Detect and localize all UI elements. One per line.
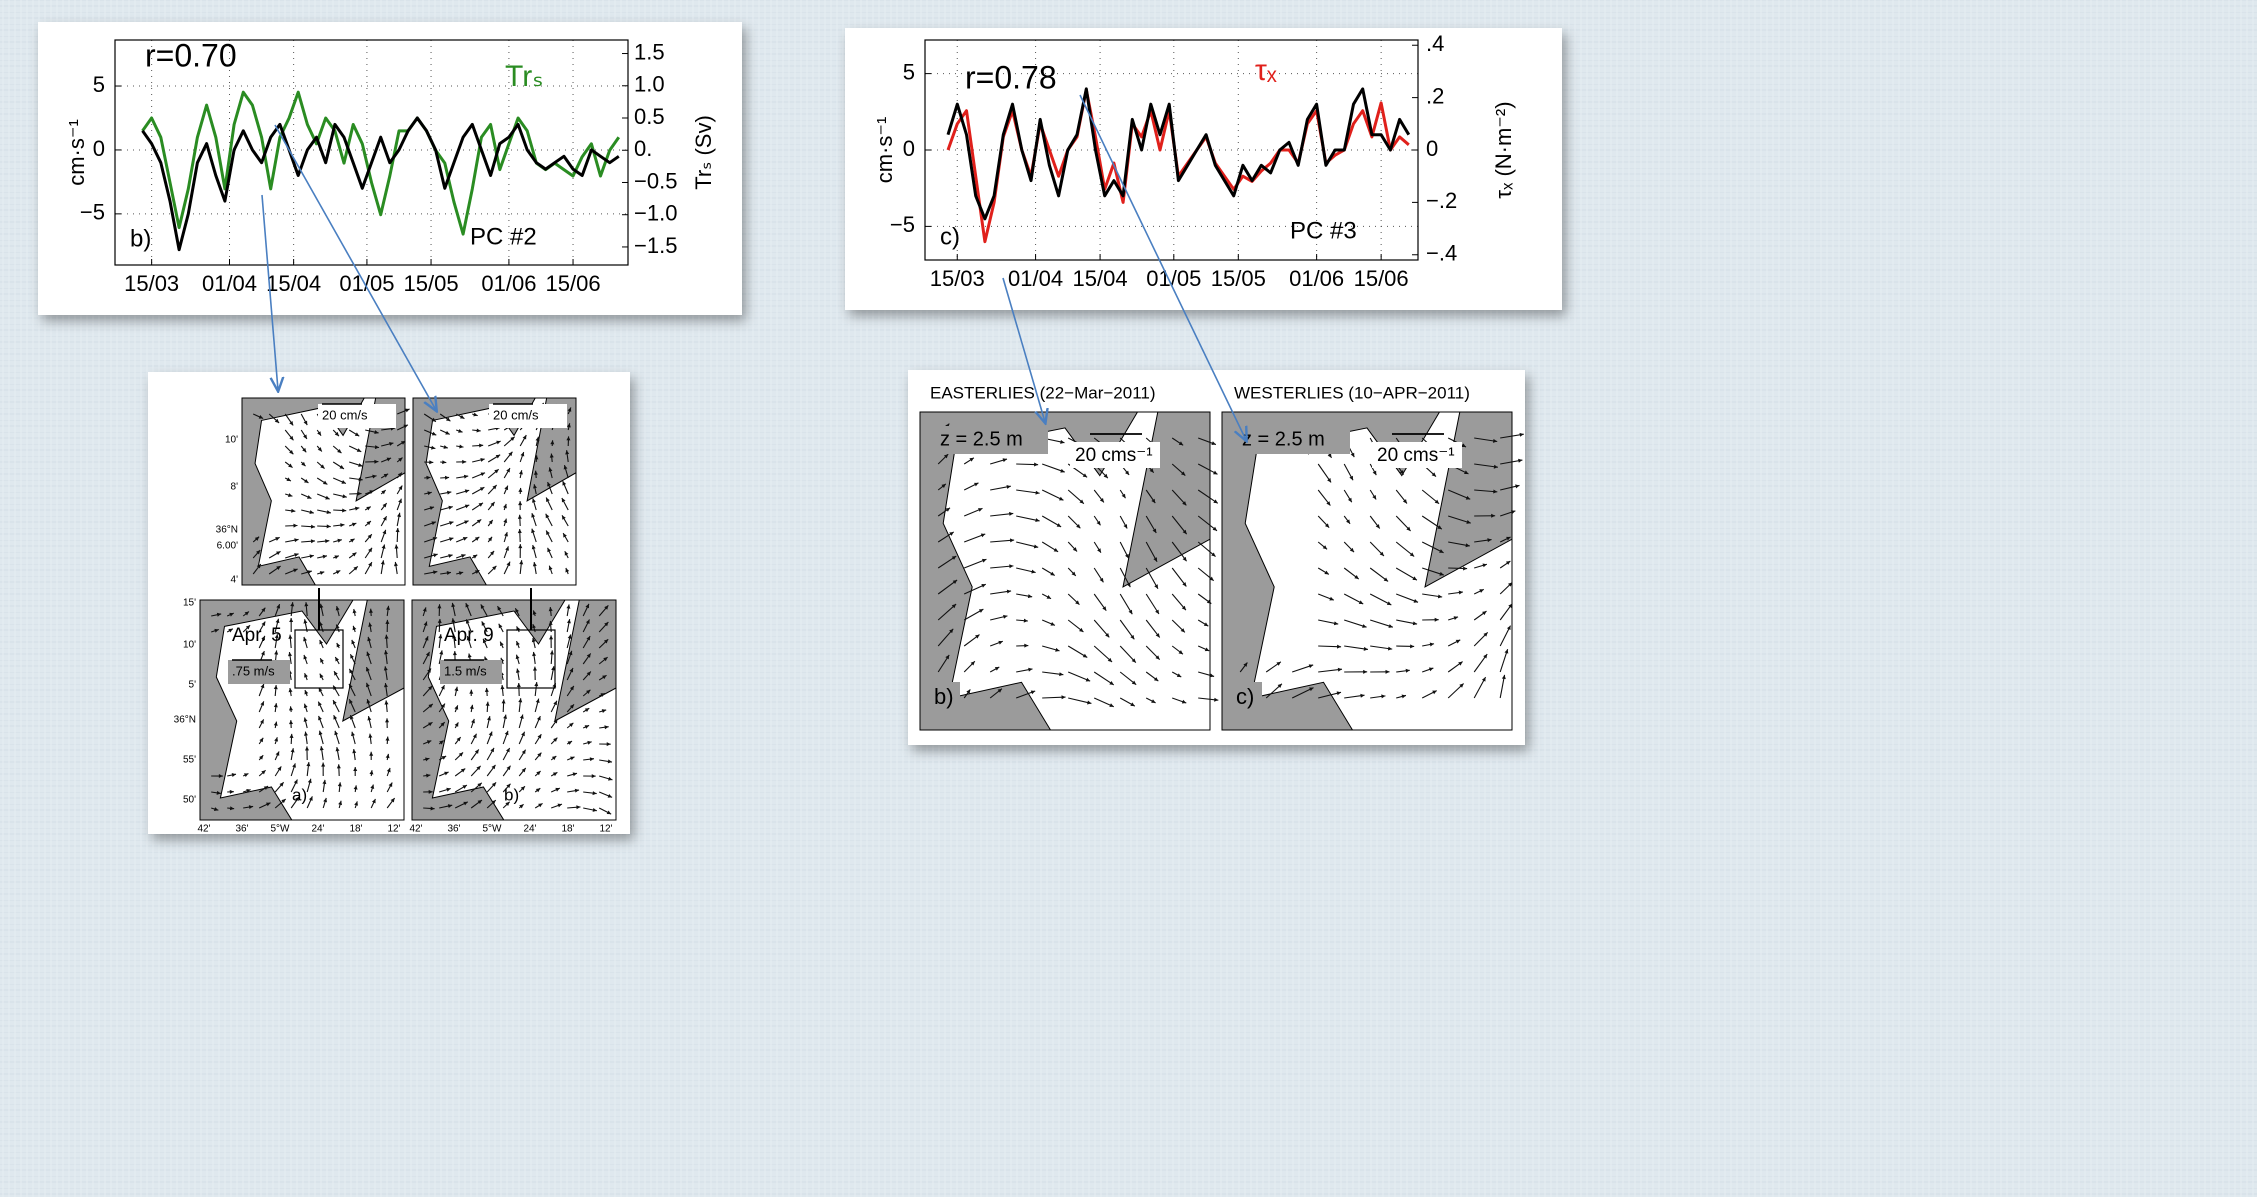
x-tick-label: 15/06 (1354, 266, 1409, 291)
x-tick-label: 15/03 (930, 266, 985, 291)
y-axis-label: cm·s⁻¹ (64, 119, 89, 186)
y2-tick-label: 1.5 (634, 39, 665, 64)
y-tick-label: −5 (890, 212, 915, 237)
panel-label: b) (130, 225, 151, 252)
slide: 5 0 −5 15/03 01/04 15/04 01/05 15/05 01/06 15/06 1… (0, 0, 2257, 1197)
panel-tag: b) (934, 684, 954, 709)
y-tick-label: 5 (93, 72, 105, 97)
depth-label: z = 2.5 m (940, 428, 1023, 450)
annotation: r=0.78 (965, 59, 1057, 95)
lon-label: 12' (599, 824, 612, 835)
lat-label: 10' (225, 435, 238, 446)
y2-tick-label: −1.5 (634, 233, 677, 258)
y2-tick-label: 1.0 (634, 72, 665, 97)
y-tick-label: 5 (903, 59, 915, 84)
y2-tick-label: 0.5 (634, 104, 665, 129)
y2-tick-label: −.4 (1426, 241, 1457, 266)
y-tick-label: 0 (903, 136, 915, 161)
figure-title: EASTERLIES (22−Mar−2011) (930, 383, 1156, 402)
x-tick-label: 15/04 (266, 271, 321, 296)
panel-tag: c) (1236, 684, 1254, 709)
y2-tick-label: .4 (1426, 31, 1444, 56)
map-panel: 1.5 m/s Apr. 9 b) 42' 36' 5°W 24' 18' 12' (409, 588, 616, 835)
x-tick-label: 15/05 (1211, 266, 1266, 291)
lat-label: 4' (231, 575, 239, 586)
date-label: Apr. 9 (444, 625, 494, 646)
y2-tick-label: 0. (634, 136, 652, 161)
annotation: r=0.70 (145, 37, 237, 73)
lat-label: 55' (183, 755, 196, 766)
lon-label: 42' (197, 824, 210, 835)
page: {"chart_data": [ {"type": "line", "annot… (0, 0, 2257, 1197)
scale-label: 1.5 m/s (444, 663, 487, 678)
legend-entry: τₓ (1255, 54, 1277, 87)
lat-label: 5' (189, 680, 197, 691)
y2-tick-label: .2 (1426, 83, 1444, 108)
scale-label: .75 m/s (232, 663, 275, 678)
x-tick-label: 01/05 (1146, 266, 1201, 291)
x-tick-label: 15/06 (546, 271, 601, 296)
depth-label: z = 2.5 m (1242, 428, 1325, 450)
x-tick-label: 15/05 (404, 271, 459, 296)
map-panel: 20 cm/s (413, 398, 576, 585)
panel-label: c) (940, 223, 960, 250)
map-panel: z = 2.5 m 20 cms⁻¹ b) (920, 412, 1218, 730)
y2-axis-label: τₓ (N·m⁻²) (1491, 101, 1516, 198)
lat-label: 6.00' (217, 541, 238, 552)
x-tick-label: 15/03 (124, 271, 179, 296)
y2-tick-label: 0 (1426, 136, 1438, 161)
x-tick-label: 01/06 (481, 271, 536, 296)
y-axis-label: cm·s⁻¹ (872, 117, 897, 184)
scale-label: 20 cm/s (493, 407, 539, 422)
y-tick-label: 0 (93, 136, 105, 161)
x-tick-label: 01/06 (1289, 266, 1344, 291)
lon-label: 12' (387, 824, 400, 835)
map-panel: z = 2.5 m 20 cms⁻¹ c) (1222, 412, 1524, 730)
lat-label: 15' (183, 598, 196, 609)
y2-tick-label: −1.0 (634, 201, 677, 226)
y2-tick-label: −0.5 (634, 168, 677, 193)
lon-label: 18' (349, 824, 362, 835)
lon-label: 42' (409, 824, 422, 835)
x-tick-label: 01/05 (339, 271, 394, 296)
map-panel: .75 m/s Apr. 5 a) 42' 36' 5°W 24' 18' 12' (197, 588, 404, 835)
panel-tag: b) (504, 785, 519, 804)
lat-label: 10' (183, 640, 196, 651)
lon-label: 5°W (271, 824, 291, 835)
x-tick-label: 01/04 (1008, 266, 1063, 291)
date-label: Apr. 5 (232, 625, 282, 646)
x-tick-label: 15/04 (1073, 266, 1128, 291)
lon-label: 24' (311, 824, 324, 835)
lon-label: 5°W (483, 824, 503, 835)
legend-entry: Trₛ (505, 60, 543, 93)
y2-tick-label: −.2 (1426, 188, 1457, 213)
lon-label: 18' (561, 824, 574, 835)
lat-label: 50' (183, 795, 196, 806)
lat-label: 36°N (216, 525, 238, 536)
lon-label: 36' (235, 824, 248, 835)
scale-label: 20 cms⁻¹ (1377, 445, 1455, 466)
figure-title: WESTERLIES (10−APR−2011) (1234, 383, 1470, 402)
scale-label: 20 cm/s (322, 407, 368, 422)
scale-label: 20 cms⁻¹ (1075, 445, 1153, 466)
y2-axis-label: Trₛ (Sv) (691, 115, 716, 190)
lon-label: 36' (447, 824, 460, 835)
map-panel: 20 cm/s (242, 398, 410, 585)
lat-label: 8' (231, 482, 239, 493)
panel-tag: a) (292, 785, 307, 804)
x-tick-label: 01/04 (202, 271, 257, 296)
chart-label: PC #3 (1290, 217, 1357, 244)
y-tick-label: −5 (80, 200, 105, 225)
lon-label: 24' (523, 824, 536, 835)
chart-label: PC #2 (470, 223, 537, 250)
lat-label: 36°N (174, 715, 196, 726)
